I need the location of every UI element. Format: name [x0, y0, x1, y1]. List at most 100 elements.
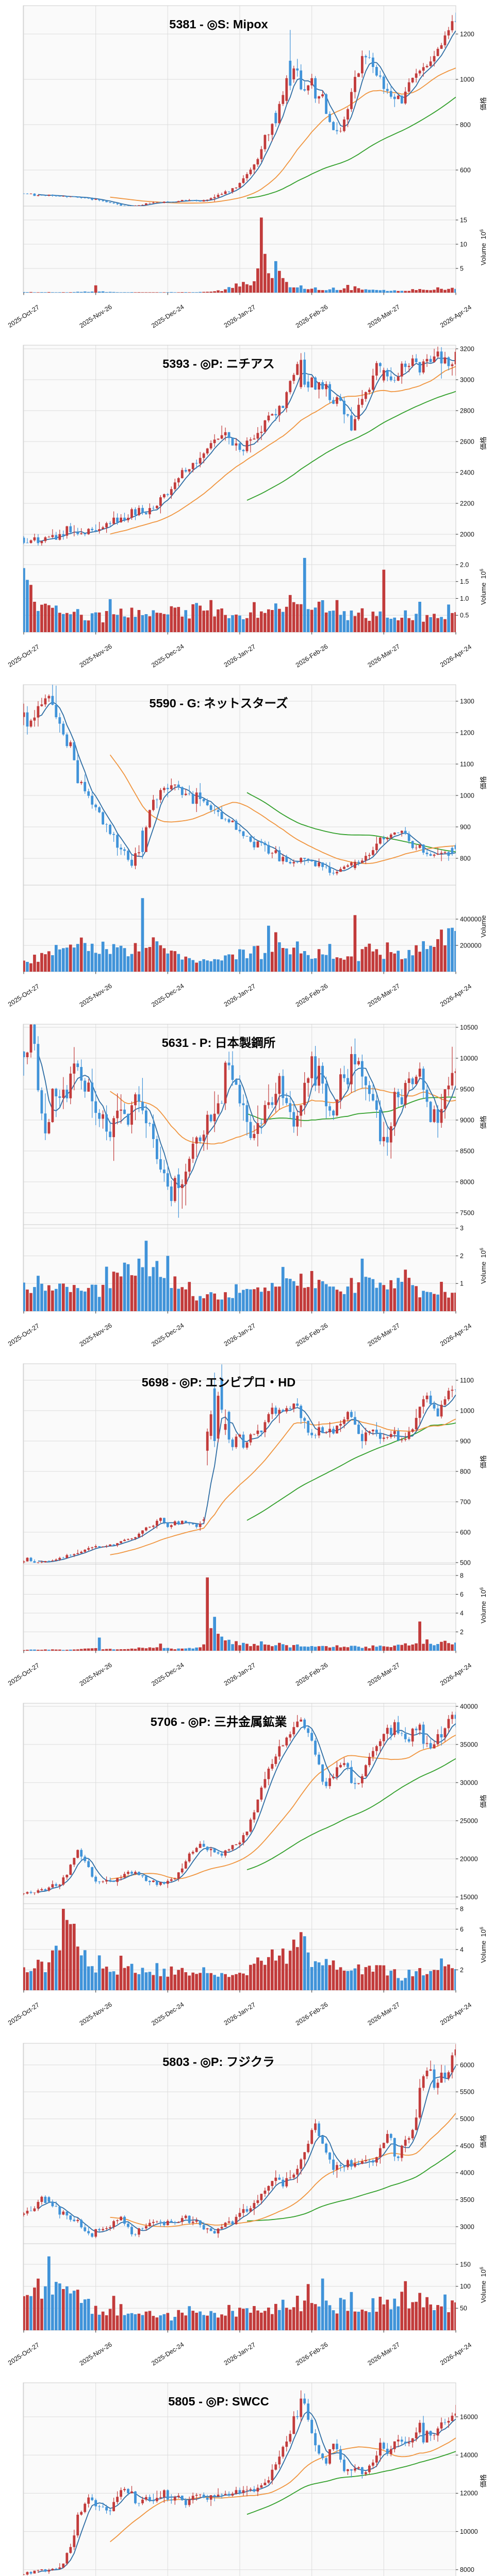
svg-text:150: 150	[460, 2261, 471, 2268]
svg-text:5393 - ◎P: ニチアス: 5393 - ◎P: ニチアス	[162, 357, 275, 370]
svg-text:2025-Oct-27: 2025-Oct-27	[7, 643, 41, 669]
svg-text:2025-Dec-24: 2025-Dec-24	[150, 2001, 185, 2027]
svg-text:2026-Jan-27: 2026-Jan-27	[223, 303, 257, 329]
svg-text:2026-Jan-27: 2026-Jan-27	[223, 982, 257, 1008]
svg-text:800: 800	[460, 1468, 471, 1476]
svg-text:8000: 8000	[460, 1179, 474, 1186]
svg-text:2026-Apr-24: 2026-Apr-24	[439, 303, 473, 329]
svg-text:2026-Jan-27: 2026-Jan-27	[223, 2001, 257, 2027]
svg-text:6: 6	[460, 1926, 464, 1933]
svg-text:3200: 3200	[460, 345, 474, 352]
svg-text:1100: 1100	[460, 760, 474, 768]
svg-text:価格: 価格	[480, 1116, 487, 1129]
svg-text:5: 5	[460, 265, 464, 272]
svg-text:5381 - ◎S: Mipox: 5381 - ◎S: Mipox	[169, 18, 268, 31]
svg-text:1000: 1000	[460, 1408, 474, 1415]
svg-text:2025-Oct-27: 2025-Oct-27	[7, 303, 41, 329]
svg-text:900: 900	[460, 1438, 471, 1445]
svg-text:2026-Jan-27: 2026-Jan-27	[223, 2341, 257, 2367]
svg-text:5590 - G: ネットスターズ: 5590 - G: ネットスターズ	[150, 696, 288, 710]
svg-text:2025-Nov-26: 2025-Nov-26	[78, 1662, 113, 1688]
svg-text:2025-Dec-24: 2025-Dec-24	[150, 643, 185, 669]
svg-text:15: 15	[460, 216, 467, 224]
svg-text:8: 8	[460, 1906, 464, 1913]
svg-text:16000: 16000	[460, 2413, 478, 2420]
svg-text:2025-Nov-26: 2025-Nov-26	[78, 2341, 113, 2367]
svg-text:4000: 4000	[460, 2169, 474, 2176]
svg-text:2026-Mar-27: 2026-Mar-27	[367, 982, 402, 1009]
svg-text:2026-Feb-26: 2026-Feb-26	[294, 1322, 329, 1348]
svg-text:2400: 2400	[460, 469, 474, 476]
svg-text:10000: 10000	[460, 1055, 478, 1062]
svg-text:価格: 価格	[480, 437, 487, 450]
svg-text:価格: 価格	[480, 1455, 487, 1469]
svg-text:2025-Nov-26: 2025-Nov-26	[78, 2001, 113, 2027]
svg-text:1.0: 1.0	[460, 595, 469, 602]
svg-text:600: 600	[460, 166, 471, 174]
svg-text:3: 3	[460, 1225, 464, 1232]
svg-text:2025-Dec-24: 2025-Dec-24	[150, 2341, 185, 2367]
svg-text:25000: 25000	[460, 1818, 478, 1825]
svg-text:10000: 10000	[460, 2528, 478, 2535]
svg-text:1200: 1200	[460, 30, 474, 38]
svg-text:Volume 106: Volume 106	[479, 1927, 487, 1963]
svg-text:2026-Mar-27: 2026-Mar-27	[367, 1662, 402, 1688]
svg-text:900: 900	[460, 823, 471, 831]
svg-text:価格: 価格	[480, 2134, 487, 2148]
svg-text:2026-Apr-24: 2026-Apr-24	[439, 982, 473, 1008]
svg-text:10500: 10500	[460, 1024, 478, 1031]
svg-text:2025-Nov-26: 2025-Nov-26	[78, 303, 113, 329]
svg-text:700: 700	[460, 1499, 471, 1506]
svg-text:Volume 106: Volume 106	[479, 1248, 487, 1284]
svg-text:3000: 3000	[460, 376, 474, 383]
svg-text:5803 - ◎P: フジクラ: 5803 - ◎P: フジクラ	[162, 2055, 275, 2069]
svg-text:2025-Oct-27: 2025-Oct-27	[7, 2002, 41, 2027]
svg-text:2200: 2200	[460, 500, 474, 507]
svg-text:2025-Oct-27: 2025-Oct-27	[7, 1322, 41, 1348]
svg-text:800: 800	[460, 855, 471, 862]
svg-text:2025-Dec-24: 2025-Dec-24	[150, 1322, 185, 1348]
svg-text:6: 6	[460, 1591, 464, 1598]
svg-text:2: 2	[460, 1252, 464, 1260]
svg-text:1200: 1200	[460, 729, 474, 736]
svg-text:2025-Dec-24: 2025-Dec-24	[150, 982, 185, 1009]
svg-text:800: 800	[460, 121, 471, 128]
svg-text:2026-Jan-27: 2026-Jan-27	[223, 1322, 257, 1348]
svg-text:2026-Mar-27: 2026-Mar-27	[367, 2001, 402, 2027]
svg-text:2025-Oct-27: 2025-Oct-27	[7, 2341, 41, 2367]
svg-text:9000: 9000	[460, 1117, 474, 1124]
svg-text:2025-Nov-26: 2025-Nov-26	[78, 982, 113, 1009]
svg-text:2026-Mar-27: 2026-Mar-27	[367, 2341, 402, 2367]
svg-text:2026-Apr-24: 2026-Apr-24	[439, 643, 473, 669]
svg-text:2800: 2800	[460, 407, 474, 414]
svg-text:1100: 1100	[460, 1377, 474, 1384]
svg-text:Volume 106: Volume 106	[479, 2267, 487, 2303]
svg-text:Volume: Volume	[480, 916, 487, 938]
svg-text:2026-Feb-26: 2026-Feb-26	[294, 303, 329, 330]
svg-text:8500: 8500	[460, 1148, 474, 1155]
svg-text:8: 8	[460, 1572, 464, 1580]
svg-text:1000: 1000	[460, 792, 474, 799]
svg-text:2026-Apr-24: 2026-Apr-24	[439, 2341, 473, 2367]
svg-text:1.5: 1.5	[460, 578, 469, 585]
svg-text:2026-Jan-27: 2026-Jan-27	[223, 1662, 257, 1687]
svg-text:2026-Feb-26: 2026-Feb-26	[294, 643, 329, 669]
svg-text:2.0: 2.0	[460, 561, 469, 568]
svg-text:2026-Feb-26: 2026-Feb-26	[294, 2001, 329, 2027]
svg-text:5000: 5000	[460, 2115, 474, 2123]
svg-text:2025-Oct-27: 2025-Oct-27	[7, 1662, 41, 1688]
svg-text:2026-Mar-27: 2026-Mar-27	[367, 1322, 402, 1348]
svg-text:100: 100	[460, 2283, 471, 2290]
svg-text:2026-Jan-27: 2026-Jan-27	[223, 643, 257, 669]
svg-text:2026-Mar-27: 2026-Mar-27	[367, 303, 402, 330]
svg-text:10: 10	[460, 241, 467, 248]
svg-text:価格: 価格	[480, 776, 487, 790]
svg-text:2025-Dec-24: 2025-Dec-24	[150, 303, 185, 329]
svg-text:2026-Apr-24: 2026-Apr-24	[439, 1322, 473, 1348]
svg-text:15000: 15000	[460, 1894, 478, 1901]
svg-text:500: 500	[460, 1560, 471, 1567]
svg-text:5631 - P: 日本製鋼所: 5631 - P: 日本製鋼所	[162, 1036, 276, 1049]
svg-text:14000: 14000	[460, 2451, 478, 2459]
svg-text:価格: 価格	[480, 97, 487, 110]
svg-text:2026-Apr-24: 2026-Apr-24	[439, 1662, 473, 1688]
